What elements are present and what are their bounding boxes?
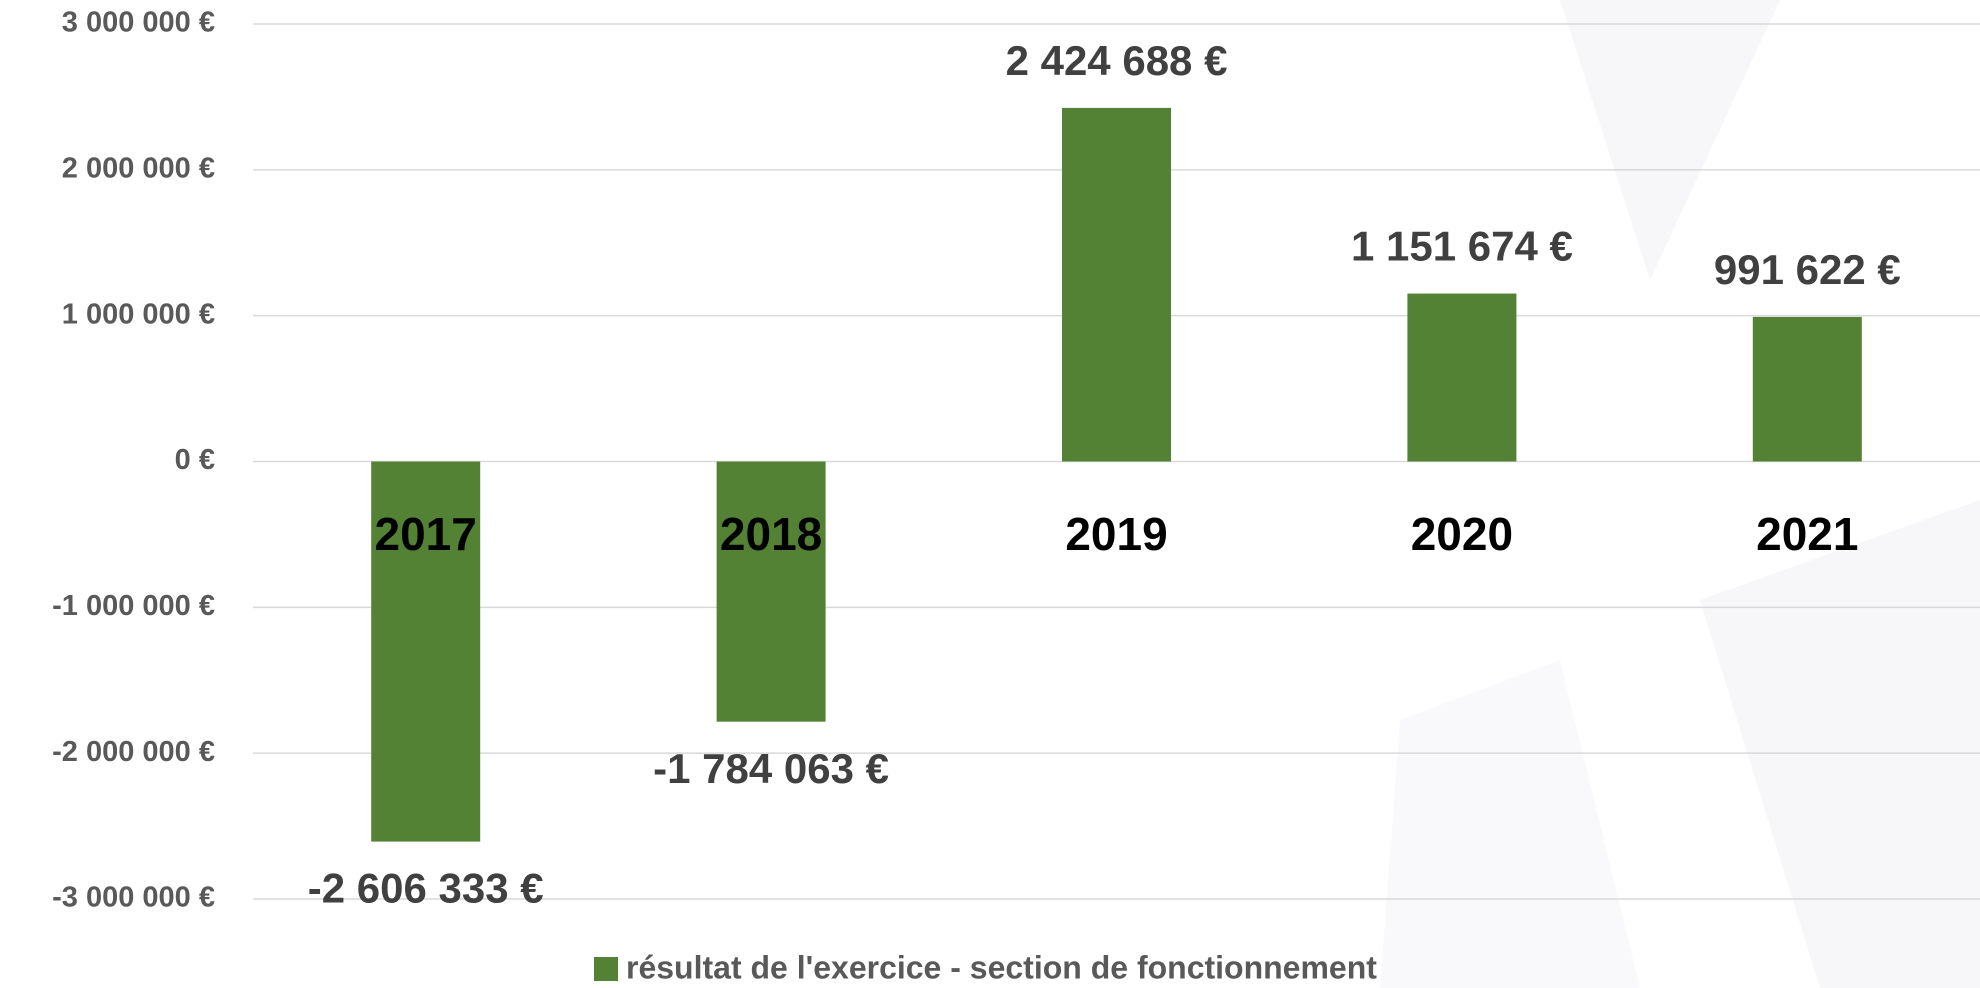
bar [716, 461, 826, 722]
x-tick-label: 2018 [720, 508, 822, 560]
legend-label: résultat de l'exercice - section de fonc… [626, 949, 1377, 985]
bar [1752, 316, 1862, 462]
value-label: 991 622 € [1714, 246, 1901, 293]
bar [1062, 107, 1171, 462]
y-tick-label: -3 000 000 € [52, 882, 215, 914]
y-tick-label: -1 000 000 € [52, 590, 215, 622]
bar [371, 461, 481, 842]
background-shape [1700, 500, 1980, 988]
background-shape [1380, 660, 1640, 988]
value-label: -2 606 333 € [308, 865, 544, 912]
legend-swatch [594, 957, 618, 981]
x-tick-label: 2021 [1756, 508, 1858, 560]
y-tick-label: 2 000 000 € [62, 152, 215, 184]
y-tick-label: 1 000 000 € [62, 298, 215, 330]
value-label: 2 424 688 € [1006, 37, 1228, 84]
value-label: 1 151 674 € [1351, 223, 1573, 270]
background-shape [1560, 0, 1780, 280]
x-tick-label: 2020 [1411, 508, 1513, 560]
value-label: -1 784 063 € [653, 745, 889, 792]
x-tick-label: 2017 [375, 508, 477, 560]
x-tick-label: 2019 [1065, 508, 1167, 560]
y-tick-label: 3 000 000 € [62, 7, 215, 39]
bar [1407, 293, 1517, 462]
y-tick-label: -2 000 000 € [52, 736, 215, 768]
y-tick-label: 0 € [175, 444, 215, 476]
